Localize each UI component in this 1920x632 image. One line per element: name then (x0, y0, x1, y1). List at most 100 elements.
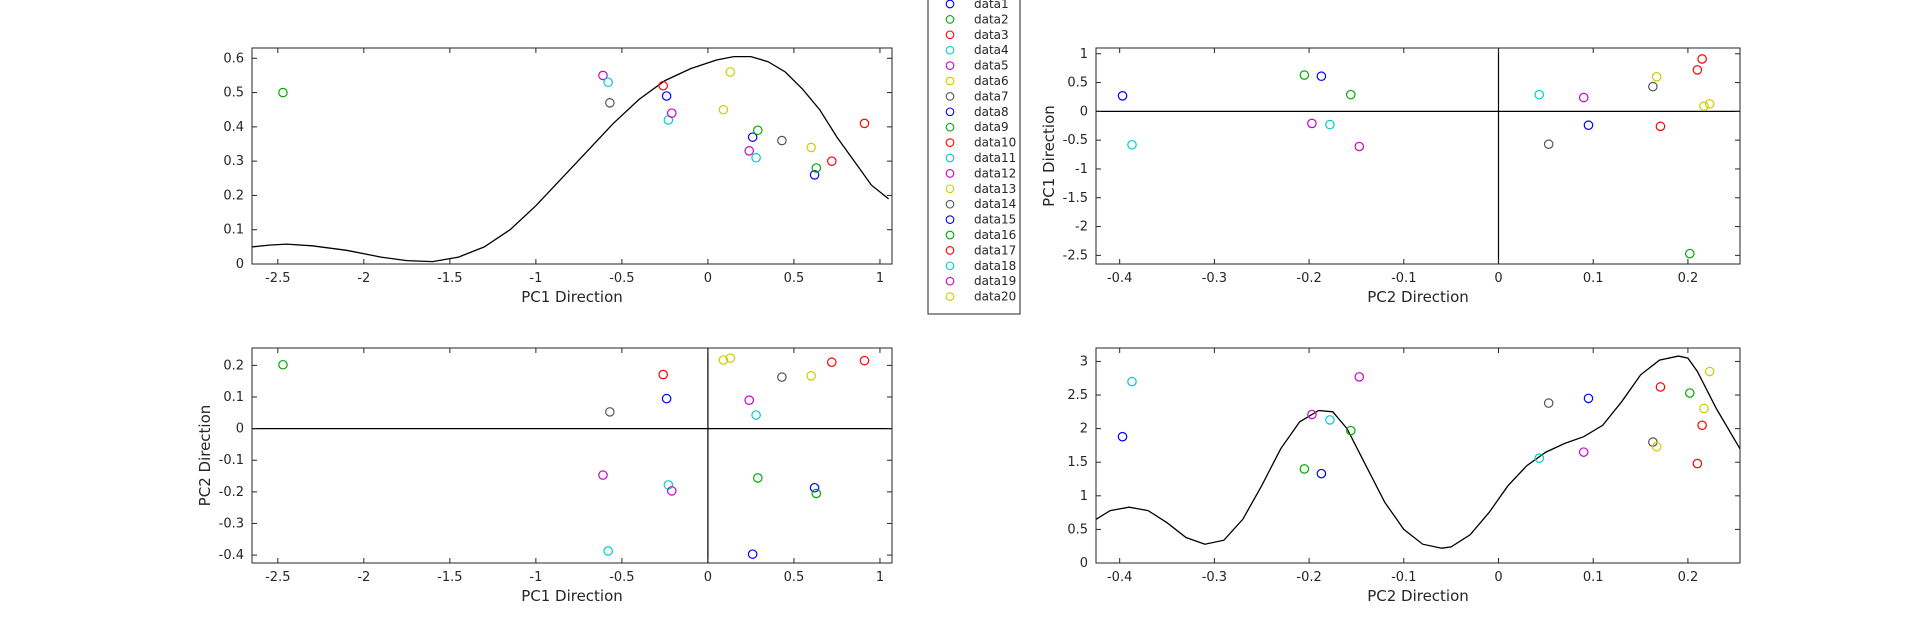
legend-marker (945, 76, 955, 86)
x-tick-label: -0.3 (1202, 271, 1227, 286)
y-tick-label: 0.6 (223, 51, 244, 66)
data-point (1704, 366, 1715, 377)
x-axis-label: PC1 Direction (521, 587, 623, 605)
data-point (1578, 92, 1589, 103)
data-point (1651, 72, 1662, 82)
data-point (1685, 388, 1695, 398)
data-point (1316, 71, 1327, 82)
data-point (744, 395, 755, 405)
density-curve (251, 55, 890, 263)
legend-entry: data4 (974, 43, 1009, 57)
y-tick-label: 0 (1080, 556, 1088, 571)
data-point (859, 355, 870, 366)
legend-entry: data1 (974, 0, 1009, 11)
x-tick-label: 1 (876, 570, 884, 585)
data-point (811, 163, 822, 173)
legend-entry: data15 (974, 213, 1016, 227)
plot-area (1095, 47, 1741, 265)
panel-bottom-right: -0.4 -0.3 -0.2 -0.1 0 0.1 0.2 0 0.5 1 1.5 2 2.5 3 PC2 … (1067, 347, 1741, 605)
y-tick-label: 1 (1080, 489, 1088, 504)
legend-marker (945, 45, 955, 55)
data-point (1692, 65, 1703, 75)
legend-marker (945, 292, 955, 301)
x-tick-label: 1 (876, 271, 884, 286)
legend-entry: data10 (974, 136, 1016, 150)
x-tick-label: -0.4 (1107, 271, 1132, 286)
data-point (1307, 409, 1317, 420)
data-point (753, 125, 763, 136)
legend-marker (945, 122, 955, 132)
y-tick-label: 1.5 (1067, 455, 1088, 470)
legend-marker (945, 261, 955, 271)
data-point (1651, 441, 1662, 452)
y-tick-label: -2.5 (1063, 248, 1088, 263)
x-tick-label: 0.5 (784, 570, 805, 585)
data-point (1345, 425, 1356, 436)
data-point (1655, 382, 1666, 392)
x-tick-label: 0.1 (1583, 570, 1604, 585)
y-tick-label: -1 (1075, 162, 1088, 177)
data-point (747, 132, 758, 142)
data-point (1648, 81, 1658, 92)
x-tick-label: 0 (1494, 271, 1502, 286)
y-tick-label: -0.4 (219, 548, 244, 563)
y-tick-label: -1.5 (1063, 191, 1088, 206)
data-point (1127, 139, 1137, 150)
data-point (605, 407, 615, 417)
data-point (718, 355, 729, 365)
legend-marker (945, 92, 955, 101)
legend-entry: data18 (974, 259, 1016, 273)
legend-marker (945, 215, 955, 224)
y-tick-label: 0.4 (223, 120, 244, 135)
data-point (278, 87, 288, 98)
legend-entry: data12 (974, 166, 1016, 180)
legend-entry: data2 (974, 12, 1009, 26)
x-tick-label: -0.2 (1296, 570, 1321, 585)
y-tick-label: 0 (1080, 104, 1088, 119)
data-point (658, 80, 668, 91)
data-point (1704, 99, 1715, 109)
y-tick-label: 0.5 (223, 86, 244, 101)
data-point (1543, 139, 1554, 149)
panel-top-right: -0.4 -0.3 -0.2 -0.1 0 0.1 0.2 -2.5 -2 -1.5 -1 -0.5 0… (1040, 47, 1741, 306)
data-point (751, 410, 761, 420)
data-point (661, 91, 672, 101)
x-tick-label: -0.5 (609, 271, 634, 286)
panel-top-left: -2.5 -2 -1.5 -1 -0.5 0 0.5 1 0 0.1 0.2 0.3 0.4 0.5 0.6… (223, 47, 893, 306)
data-point (826, 357, 837, 368)
legend-marker (945, 199, 955, 209)
y-tick-label: 0 (236, 422, 244, 437)
legend-marker (945, 15, 955, 24)
x-tick-label: -0.2 (1296, 271, 1321, 286)
data-point (1299, 70, 1310, 80)
data-point (751, 152, 761, 163)
y-tick-label: 3 (1080, 354, 1088, 369)
y-tick-label: 0.5 (1067, 76, 1088, 91)
plot-area (251, 47, 893, 265)
y-tick-label: -0.3 (219, 516, 244, 531)
data-point (598, 70, 608, 81)
data-point (744, 146, 755, 156)
y-tick-label: 0 (236, 257, 244, 272)
data-point (718, 104, 729, 115)
y-tick-label: 1 (1080, 47, 1088, 62)
data-point (811, 488, 822, 499)
data-point (753, 473, 763, 483)
x-tick-label: 0 (1494, 570, 1502, 585)
y-tick-label: -0.2 (219, 485, 244, 500)
data-point (1697, 54, 1707, 64)
legend-marker (945, 153, 955, 163)
data-point (278, 359, 288, 370)
legend-marker (945, 61, 955, 70)
legend-marker (945, 276, 955, 286)
data-point (826, 156, 837, 166)
data-point (598, 470, 608, 480)
x-tick-label: -2 (357, 271, 370, 286)
data-point (605, 98, 615, 108)
data-point (777, 372, 787, 382)
x-tick-label: -0.3 (1202, 570, 1227, 585)
data-point (859, 118, 870, 129)
data-point (1692, 458, 1703, 469)
legend-marker (945, 169, 955, 178)
x-tick-label: -0.5 (609, 570, 634, 585)
